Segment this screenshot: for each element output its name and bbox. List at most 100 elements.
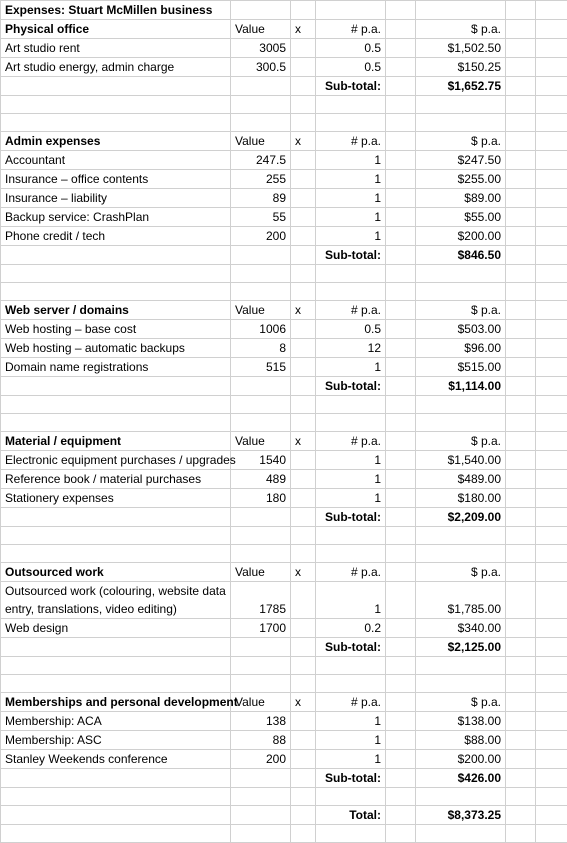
row-spa: $489.00 xyxy=(416,470,506,489)
row-value: 1006 xyxy=(231,320,291,339)
row-desc: Stanley Weekends conference xyxy=(1,750,231,769)
section-title: Web server / domains xyxy=(1,301,231,320)
col-header-value: Value xyxy=(231,563,291,582)
row-value: 88 xyxy=(231,731,291,750)
subtotal-label: Sub-total: xyxy=(316,246,386,265)
subtotal-value: $2,209.00 xyxy=(416,508,506,527)
row-desc: Web hosting – base cost xyxy=(1,320,231,339)
col-header-value: Value xyxy=(231,132,291,151)
col-header-x: x xyxy=(291,693,316,712)
subtotal-value: $2,125.00 xyxy=(416,638,506,657)
row-spa: $1,785.00 xyxy=(416,582,506,619)
subtotal-label: Sub-total: xyxy=(316,508,386,527)
col-header-npa: # p.a. xyxy=(316,432,386,451)
row-spa: $247.50 xyxy=(416,151,506,170)
row-spa: $515.00 xyxy=(416,358,506,377)
row-value: 1540 xyxy=(231,451,291,470)
total-value: $8,373.25 xyxy=(416,806,506,825)
row-desc: Membership: ASC xyxy=(1,731,231,750)
row-value: 200 xyxy=(231,227,291,246)
row-spa: $340.00 xyxy=(416,619,506,638)
row-spa: $89.00 xyxy=(416,189,506,208)
row-desc: Domain name registrations xyxy=(1,358,231,377)
section-title: Admin expenses xyxy=(1,132,231,151)
subtotal-value: $846.50 xyxy=(416,246,506,265)
subtotal-label: Sub-total: xyxy=(316,77,386,96)
subtotal-value: $1,652.75 xyxy=(416,77,506,96)
row-npa: 1 xyxy=(316,731,386,750)
row-desc: Stationery expenses xyxy=(1,489,231,508)
section-title: Physical office xyxy=(1,20,231,39)
row-spa: $55.00 xyxy=(416,208,506,227)
row-spa: $96.00 xyxy=(416,339,506,358)
col-header-npa: # p.a. xyxy=(316,301,386,320)
col-header-value: Value xyxy=(231,432,291,451)
row-npa: 1 xyxy=(316,170,386,189)
row-npa: 1 xyxy=(316,712,386,731)
row-npa: 1 xyxy=(316,358,386,377)
col-header-spa: $ p.a. xyxy=(416,20,506,39)
row-value: 255 xyxy=(231,170,291,189)
row-value: 300.5 xyxy=(231,58,291,77)
col-header-value: Value xyxy=(231,301,291,320)
subtotal-label: Sub-total: xyxy=(316,769,386,788)
col-header-npa: # p.a. xyxy=(316,132,386,151)
section-title: Material / equipment xyxy=(1,432,231,451)
subtotal-label: Sub-total: xyxy=(316,377,386,396)
row-spa: $138.00 xyxy=(416,712,506,731)
row-spa: $200.00 xyxy=(416,750,506,769)
row-npa: 1 xyxy=(316,208,386,227)
row-npa: 1 xyxy=(316,750,386,769)
col-header-npa: # p.a. xyxy=(316,563,386,582)
row-desc: Web hosting – automatic backups xyxy=(1,339,231,358)
spreadsheet: Expenses: Stuart McMillen businessPhysic… xyxy=(0,0,567,843)
col-header-npa: # p.a. xyxy=(316,693,386,712)
row-desc: Outsourced work (colouring, website data… xyxy=(1,582,231,619)
row-value: 489 xyxy=(231,470,291,489)
row-npa: 0.5 xyxy=(316,58,386,77)
row-value: 138 xyxy=(231,712,291,731)
row-spa: $255.00 xyxy=(416,170,506,189)
subtotal-label: Sub-total: xyxy=(316,638,386,657)
row-desc: Membership: ACA xyxy=(1,712,231,731)
row-npa: 1 xyxy=(316,227,386,246)
row-desc: Insurance – liability xyxy=(1,189,231,208)
col-header-spa: $ p.a. xyxy=(416,693,506,712)
row-value: 8 xyxy=(231,339,291,358)
row-desc: Web design xyxy=(1,619,231,638)
row-value: 3005 xyxy=(231,39,291,58)
col-header-npa: # p.a. xyxy=(316,20,386,39)
row-npa: 12 xyxy=(316,339,386,358)
col-header-value: Value xyxy=(231,693,291,712)
row-spa: $200.00 xyxy=(416,227,506,246)
col-header-x: x xyxy=(291,432,316,451)
row-value: 1785 xyxy=(231,582,291,619)
row-value: 247.5 xyxy=(231,151,291,170)
col-header-x: x xyxy=(291,132,316,151)
col-header-spa: $ p.a. xyxy=(416,563,506,582)
row-spa: $503.00 xyxy=(416,320,506,339)
row-npa: 1 xyxy=(316,189,386,208)
sheet-title: Expenses: Stuart McMillen business xyxy=(1,1,231,20)
col-header-x: x xyxy=(291,563,316,582)
row-desc: Electronic equipment purchases / upgrade… xyxy=(1,451,231,470)
row-npa: 1 xyxy=(316,582,386,619)
row-desc: Backup service: CrashPlan xyxy=(1,208,231,227)
row-spa: $88.00 xyxy=(416,731,506,750)
col-header-x: x xyxy=(291,20,316,39)
col-header-spa: $ p.a. xyxy=(416,132,506,151)
subtotal-value: $1,114.00 xyxy=(416,377,506,396)
row-value: 1700 xyxy=(231,619,291,638)
col-header-spa: $ p.a. xyxy=(416,301,506,320)
row-spa: $150.25 xyxy=(416,58,506,77)
subtotal-value: $426.00 xyxy=(416,769,506,788)
col-header-spa: $ p.a. xyxy=(416,432,506,451)
row-value: 180 xyxy=(231,489,291,508)
row-desc: Art studio energy, admin charge xyxy=(1,58,231,77)
col-header-value: Value xyxy=(231,20,291,39)
row-value: 89 xyxy=(231,189,291,208)
row-npa: 1 xyxy=(316,470,386,489)
row-npa: 1 xyxy=(316,151,386,170)
row-desc: Phone credit / tech xyxy=(1,227,231,246)
row-value: 200 xyxy=(231,750,291,769)
